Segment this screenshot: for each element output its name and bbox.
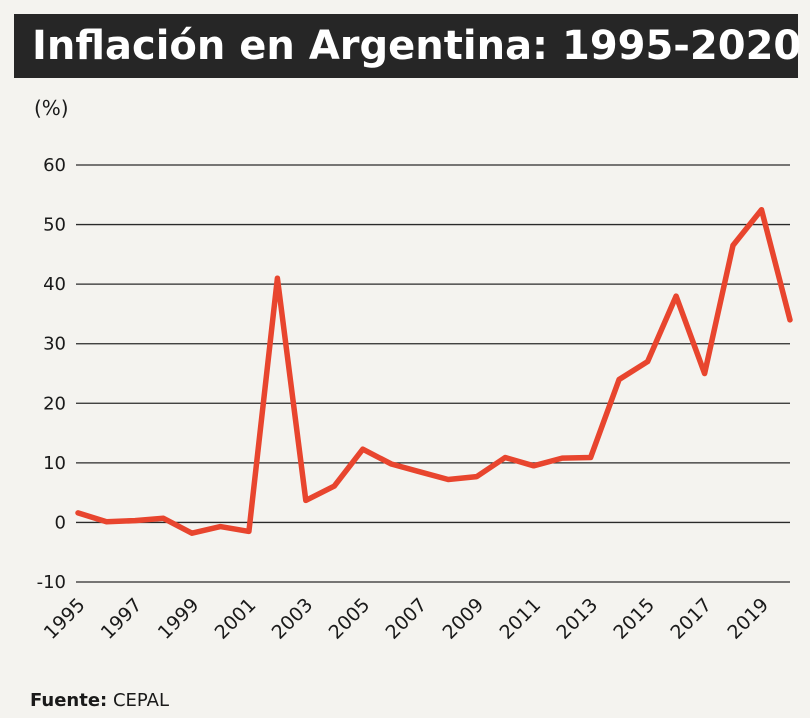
data-point — [502, 455, 508, 460]
data-point — [559, 455, 565, 461]
data-point — [445, 477, 451, 482]
x-tick-label: 1997 — [97, 594, 147, 644]
data-point — [331, 483, 337, 489]
data-point — [104, 519, 109, 525]
x-tick-label: 2009 — [439, 594, 489, 644]
x-tick-label: 2007 — [382, 594, 432, 644]
data-point — [588, 455, 594, 460]
x-tick-layer: 1995 1997 1999 2001 2003 2005 2007 2009 2011 2013… — [40, 594, 773, 644]
data-point — [787, 317, 793, 323]
data-point — [246, 528, 252, 534]
data-point — [161, 515, 166, 521]
data-point — [388, 461, 394, 467]
y-tick-label: 50 — [43, 215, 66, 236]
data-point — [702, 371, 707, 376]
x-tick-label: 2005 — [325, 594, 375, 644]
data-point — [474, 474, 480, 479]
x-tick-label: 1995 — [40, 594, 90, 644]
data-point — [189, 530, 195, 536]
y-tick-label: -10 — [37, 572, 66, 593]
title-bar: Inflación en Argentina: 1995-2020 — [14, 14, 802, 78]
x-tick-label: 2015 — [609, 594, 659, 644]
data-point — [616, 377, 622, 382]
x-tick-label: 2001 — [211, 594, 261, 644]
source-label: Fuente: — [30, 690, 108, 711]
y-tick-label: 60 — [43, 155, 66, 176]
x-tick-label: 2013 — [552, 594, 602, 644]
source-value: CEPAL — [112, 690, 169, 711]
chart-title: Inflación en Argentina: 1995-2020 — [32, 23, 802, 69]
y-tick-label: 0 — [55, 512, 66, 533]
y-tick-label: 40 — [43, 274, 66, 295]
data-point — [75, 510, 81, 516]
data-point — [673, 293, 679, 299]
series-line-1 — [75, 206, 793, 536]
data-point — [303, 497, 309, 503]
y-tick-label: 20 — [43, 393, 66, 414]
data-point — [417, 469, 423, 475]
source-note: Fuente: CEPAL — [30, 690, 169, 711]
data-point — [218, 524, 223, 529]
data-point — [730, 243, 736, 248]
series-layer — [75, 206, 793, 536]
x-tick-label: 1999 — [154, 594, 204, 644]
y-axis-unit-label: (%) — [34, 96, 69, 120]
y-tick-label: 30 — [43, 334, 66, 355]
data-point — [759, 207, 764, 213]
grid-layer — [76, 164, 790, 583]
data-point — [360, 446, 366, 452]
x-tick-label: 2003 — [268, 594, 318, 644]
y-tick-layer: 60 50 40 30 20 10 0 -10 — [37, 155, 66, 593]
data-point — [132, 518, 138, 524]
x-tick-label: 2017 — [666, 594, 716, 644]
data-point — [274, 275, 280, 281]
data-point — [645, 359, 650, 364]
y-tick-label: 10 — [43, 453, 66, 474]
x-tick-label: 2011 — [495, 594, 545, 644]
x-tick-label: 2019 — [723, 594, 773, 644]
data-point — [531, 463, 537, 469]
